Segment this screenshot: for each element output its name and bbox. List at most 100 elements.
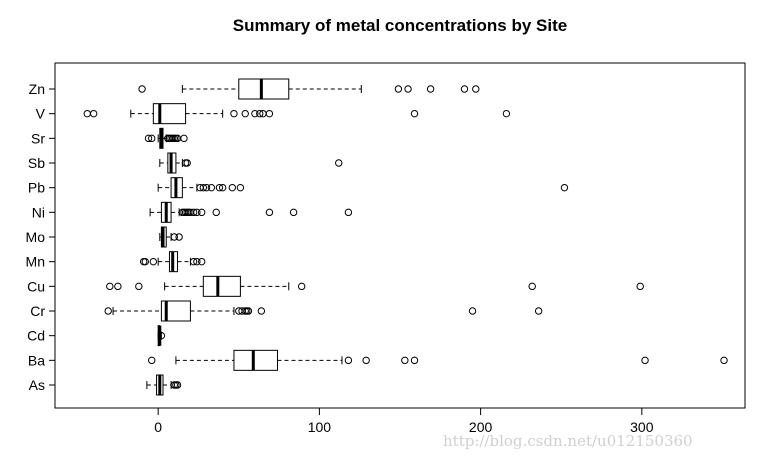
outlier-as-2 (173, 381, 182, 389)
outlier-v-5 (256, 109, 264, 118)
y-tick-label-ba: Ba (28, 352, 45, 368)
outlier-zn-2 (404, 85, 412, 93)
outlier-ba-1 (344, 356, 353, 365)
outlier-ni-6 (189, 208, 198, 217)
outlier-pb-7 (236, 183, 245, 192)
outlier-ba-2 (362, 356, 370, 365)
outlier-v-2 (230, 109, 238, 118)
y-tick-label-pb: Pb (28, 180, 45, 196)
y-tick-label-sr: Sr (31, 130, 45, 146)
box-mn (139, 251, 206, 273)
outlier-ni-12 (344, 208, 353, 217)
outlier-sb-2 (335, 159, 343, 167)
y-tick-label-ni: Ni (32, 204, 45, 220)
y-axis: As Ba Cd Cr Cu Mn Mo Ni Pb Sb Sr V Zn (26, 81, 56, 393)
outlier-cu-0 (106, 282, 114, 291)
watermark-text: http://blog.csdn.net/u012150360 (443, 432, 693, 450)
outlier-sr-1 (148, 134, 156, 143)
box-ni (149, 201, 353, 223)
outlier-zn-5 (472, 85, 480, 93)
outlier-v-4 (251, 109, 259, 118)
outlier-zn-3 (426, 85, 435, 93)
outlier-cr-7 (468, 307, 477, 315)
y-tick-label-mn: Mn (26, 254, 45, 270)
y-tick-label-sb: Sb (28, 155, 45, 171)
box-cu (106, 275, 644, 297)
outlier-pb-6 (228, 183, 237, 192)
x-axis: 0 100 200 300 (154, 407, 654, 435)
outlier-pb-1 (199, 183, 208, 192)
outlier-mn-3 (189, 257, 198, 266)
iqr-box-cr (160, 300, 191, 322)
outlier-v-9 (502, 109, 511, 118)
outlier-ba-6 (720, 356, 728, 365)
outlier-zn-4 (460, 85, 469, 93)
outlier-v-1 (89, 109, 98, 118)
outlier-sb-1 (183, 159, 191, 167)
box-as (146, 374, 182, 396)
outlier-mn-1 (141, 257, 149, 266)
x-tick-label-0: 0 (154, 419, 162, 435)
outlier-ni-11 (289, 208, 298, 217)
y-tick-label-as: As (29, 377, 45, 393)
outlier-zn-1 (394, 85, 403, 93)
y-tick-label-mo: Mo (26, 229, 46, 245)
outlier-cu-4 (528, 282, 536, 291)
outlier-ni-9 (212, 208, 220, 217)
x-tick-label-100: 100 (308, 419, 332, 435)
x-tick-label-300: 300 (630, 419, 654, 435)
y-tick-label-zn: Zn (29, 81, 45, 97)
outlier-sr-9 (180, 134, 188, 143)
outlier-ba-4 (410, 356, 419, 365)
outlier-v-8 (410, 109, 419, 118)
box-sb (159, 152, 343, 174)
box-pb (157, 177, 569, 199)
outlier-ba-0 (148, 356, 156, 365)
x-tick-label-200: 200 (469, 419, 493, 435)
chart-title: Summary of metal concentrations by Site (233, 16, 567, 35)
outlier-mn-2 (149, 257, 158, 266)
outlier-ni-8 (198, 208, 206, 217)
outlier-mn-5 (198, 257, 206, 266)
box-zn (138, 78, 480, 100)
y-tick-label-v: V (36, 106, 46, 122)
outlier-pb-8 (560, 183, 569, 192)
outlier-cr-0 (104, 307, 112, 315)
y-tick-label-cd: Cd (27, 328, 45, 344)
outlier-pb-4 (215, 183, 224, 192)
box-sr (144, 127, 188, 149)
iqr-box-ba (233, 349, 278, 371)
box-cd (157, 325, 166, 347)
outlier-cd-0 (157, 331, 166, 340)
outlier-ni-7 (193, 208, 201, 217)
outlier-cr-5 (244, 307, 253, 315)
outlier-ni-10 (265, 208, 274, 217)
outlier-cu-5 (636, 282, 644, 291)
outlier-cr-6 (257, 307, 266, 315)
y-tick-label-cu: Cu (27, 278, 45, 294)
iqr-box-v (152, 103, 187, 125)
box-v (83, 103, 511, 125)
outlier-zn-0 (138, 85, 146, 93)
outlier-v-3 (241, 109, 249, 118)
outlier-v-7 (265, 109, 274, 118)
outlier-sr-0 (144, 134, 153, 143)
boxes-layer (83, 78, 728, 396)
outlier-mn-4 (193, 257, 201, 266)
outlier-cr-8 (534, 307, 543, 315)
box-cr (104, 300, 543, 322)
outlier-ba-5 (641, 356, 649, 365)
box-mo (159, 226, 183, 248)
outlier-mo-1 (175, 233, 183, 241)
outlier-pb-2 (202, 183, 211, 192)
iqr-box-zn (238, 78, 290, 100)
outlier-cu-1 (114, 282, 122, 291)
outlier-mo-0 (170, 233, 178, 241)
outlier-pb-3 (207, 183, 216, 192)
outlier-pb-5 (218, 183, 227, 192)
outlier-v-0 (83, 109, 91, 118)
outlier-cu-2 (135, 282, 143, 291)
iqr-box-cu (202, 275, 241, 297)
outlier-ba-3 (401, 356, 409, 365)
